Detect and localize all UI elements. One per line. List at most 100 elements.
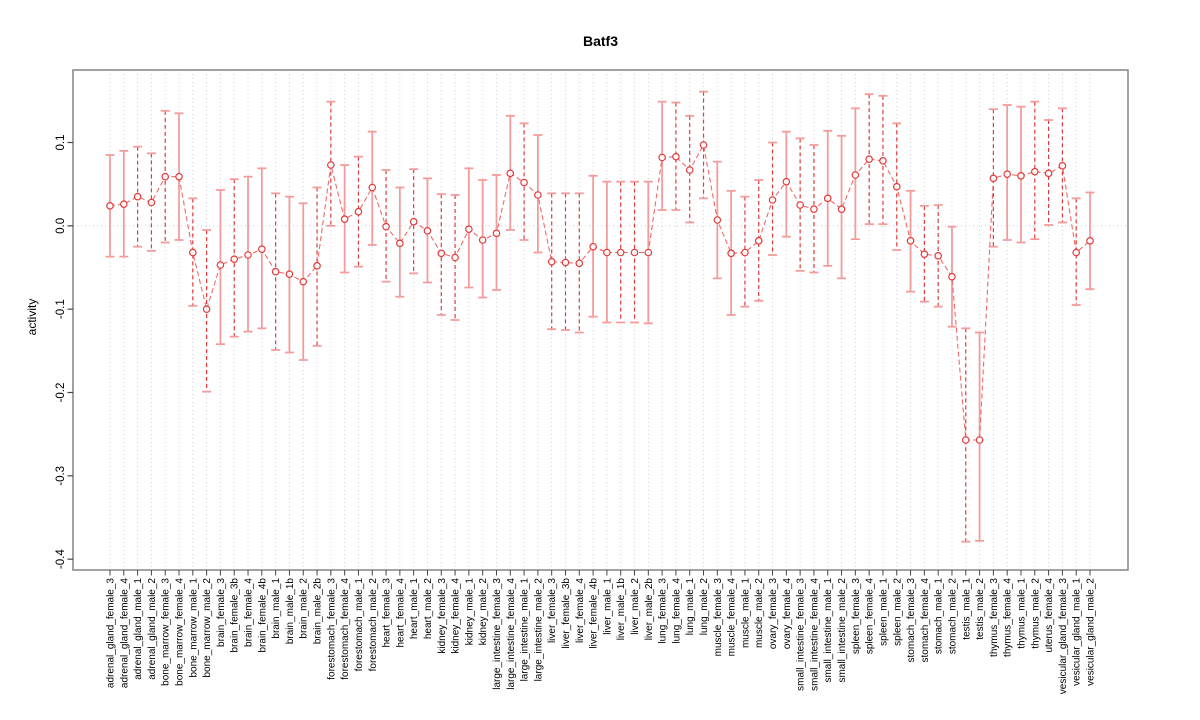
- x-tick-label: lung_male_2: [699, 578, 710, 636]
- x-tick-label: forestomach_female_4: [340, 578, 351, 680]
- x-tick-label: thymus_male_2: [1030, 578, 1041, 649]
- x-tick-label: brain_male_2b: [313, 578, 324, 645]
- data-point: [299, 277, 308, 286]
- data-point: [1086, 237, 1094, 245]
- data-point: [313, 262, 321, 270]
- y-tick-label: -0.4: [55, 549, 67, 569]
- data-point: [1030, 167, 1039, 176]
- data-point: [685, 166, 694, 174]
- x-tick-label: vesicular_gland_male_1: [1072, 578, 1083, 686]
- x-tick-label: lung_male_1: [685, 578, 696, 636]
- data-point: [133, 192, 142, 201]
- data-point: [478, 236, 487, 244]
- x-tick-label: spleen_male_1: [878, 578, 889, 646]
- x-tick-label: testis_male_2: [975, 578, 986, 640]
- data-point: [230, 255, 239, 263]
- x-tick-label: stomach_female_4: [920, 578, 931, 663]
- x-tick-label: forestomach_male_2: [368, 578, 379, 672]
- x-tick-label: small_intestine_male_1: [823, 578, 834, 683]
- x-tick-label: vesicular_gland_male_2: [1086, 578, 1097, 686]
- x-tick-label: brain_male_2: [299, 578, 310, 639]
- x-tick-label: vesicular_gland_female_3: [1058, 578, 1069, 695]
- x-tick-label: liver_female_4b: [589, 578, 600, 649]
- data-point: [879, 157, 887, 165]
- y-tick-label: -0.1: [55, 299, 67, 319]
- data-point: [258, 245, 266, 253]
- data-point: [437, 249, 446, 258]
- data-point: [327, 161, 335, 169]
- data-point: [409, 217, 418, 226]
- data-point: [547, 257, 556, 266]
- data-point: [520, 178, 528, 187]
- x-tick-label: brain_female_3: [216, 578, 227, 647]
- x-tick-label: uterus_female_4: [1044, 578, 1055, 653]
- data-point: [1072, 248, 1080, 257]
- x-tick-label: brain_male_1b: [285, 578, 296, 645]
- data-point: [492, 229, 501, 238]
- data-point: [382, 222, 390, 231]
- x-tick-label: lung_female_4: [671, 578, 682, 644]
- x-tick-label: liver_male_2b: [644, 578, 655, 641]
- x-tick-label: muscle_female_3: [713, 578, 724, 657]
- x-tick-label: liver_female_3b: [561, 578, 572, 649]
- data-point: [948, 272, 956, 281]
- x-axis: adrenal_gland_female_3 adrenal_gland_fema…: [106, 570, 1097, 694]
- plot-box: [72, 69, 1129, 571]
- x-tick-label: muscle_male_2: [754, 578, 765, 648]
- x-tick-label: kidney_female_4: [451, 578, 462, 654]
- data-point: [244, 251, 252, 259]
- data-point: [892, 182, 901, 191]
- x-tick-label: liver_male_1: [602, 578, 613, 635]
- x-tick-label: heart_male_1: [409, 578, 420, 640]
- data-point: [1044, 169, 1053, 178]
- data-point: [906, 237, 915, 245]
- data-point: [782, 177, 791, 186]
- data-point: [989, 174, 998, 183]
- x-tick-label: adrenal_gland_female_4: [119, 578, 130, 689]
- x-tick-label: kidney_male_2: [478, 578, 489, 646]
- x-tick-label: stomach_female_3: [906, 578, 917, 663]
- x-tick-label: large_intestine_female_4: [506, 578, 517, 690]
- data-point: [920, 250, 929, 258]
- data-point: [340, 215, 349, 223]
- data-point: [603, 248, 611, 257]
- x-tick-label: ovary_female_3: [768, 578, 779, 650]
- x-tick-label: kidney_male_1: [464, 578, 475, 646]
- data-point: [961, 436, 970, 444]
- x-tick-label: large_intestine_female_3: [492, 578, 503, 690]
- data-point: [161, 172, 170, 181]
- data-point: [1017, 172, 1025, 180]
- x-tick-label: brain_male_1: [271, 578, 282, 639]
- x-tick-label: muscle_female_4: [727, 578, 738, 657]
- data-point: [644, 248, 653, 257]
- data-point: [120, 200, 128, 208]
- data-point: [396, 239, 404, 248]
- x-tick-label: liver_female_3: [547, 578, 558, 643]
- data-point: [672, 152, 680, 161]
- y-axis: 0.1 0.0 -0.1 -0.2 -0.3 -0.4: [55, 135, 73, 569]
- x-tick-label: heart_male_2: [423, 578, 434, 640]
- data-point: [754, 237, 763, 245]
- x-tick-label: liver_male_1b: [616, 578, 627, 641]
- x-tick-label: heart_female_3: [382, 578, 393, 648]
- x-tick-label: thymus_female_4: [1003, 578, 1014, 657]
- x-tick-label: forestomach_female_3: [326, 578, 337, 680]
- data-point: [368, 183, 377, 192]
- x-tick-label: thymus_female_3: [989, 578, 1000, 657]
- x-tick-label: muscle_male_1: [740, 578, 751, 648]
- error-bars: [105, 90, 1095, 543]
- data-point: [561, 258, 570, 267]
- data-point: [796, 201, 804, 209]
- data-point: [216, 261, 225, 269]
- data-point: [534, 191, 542, 199]
- x-tick-label: large_intestine_male_2: [533, 578, 544, 682]
- x-tick-label: stomach_male_1: [934, 578, 945, 655]
- data-point: [837, 205, 846, 213]
- y-tick-label: 0.0: [55, 218, 67, 234]
- x-tick-label: bone_marrow_male_1: [188, 578, 199, 678]
- x-tick-label: adrenal_gland_male_1: [133, 578, 144, 680]
- data-point: [727, 249, 735, 258]
- data-point: [823, 194, 832, 203]
- data-point: [810, 205, 818, 213]
